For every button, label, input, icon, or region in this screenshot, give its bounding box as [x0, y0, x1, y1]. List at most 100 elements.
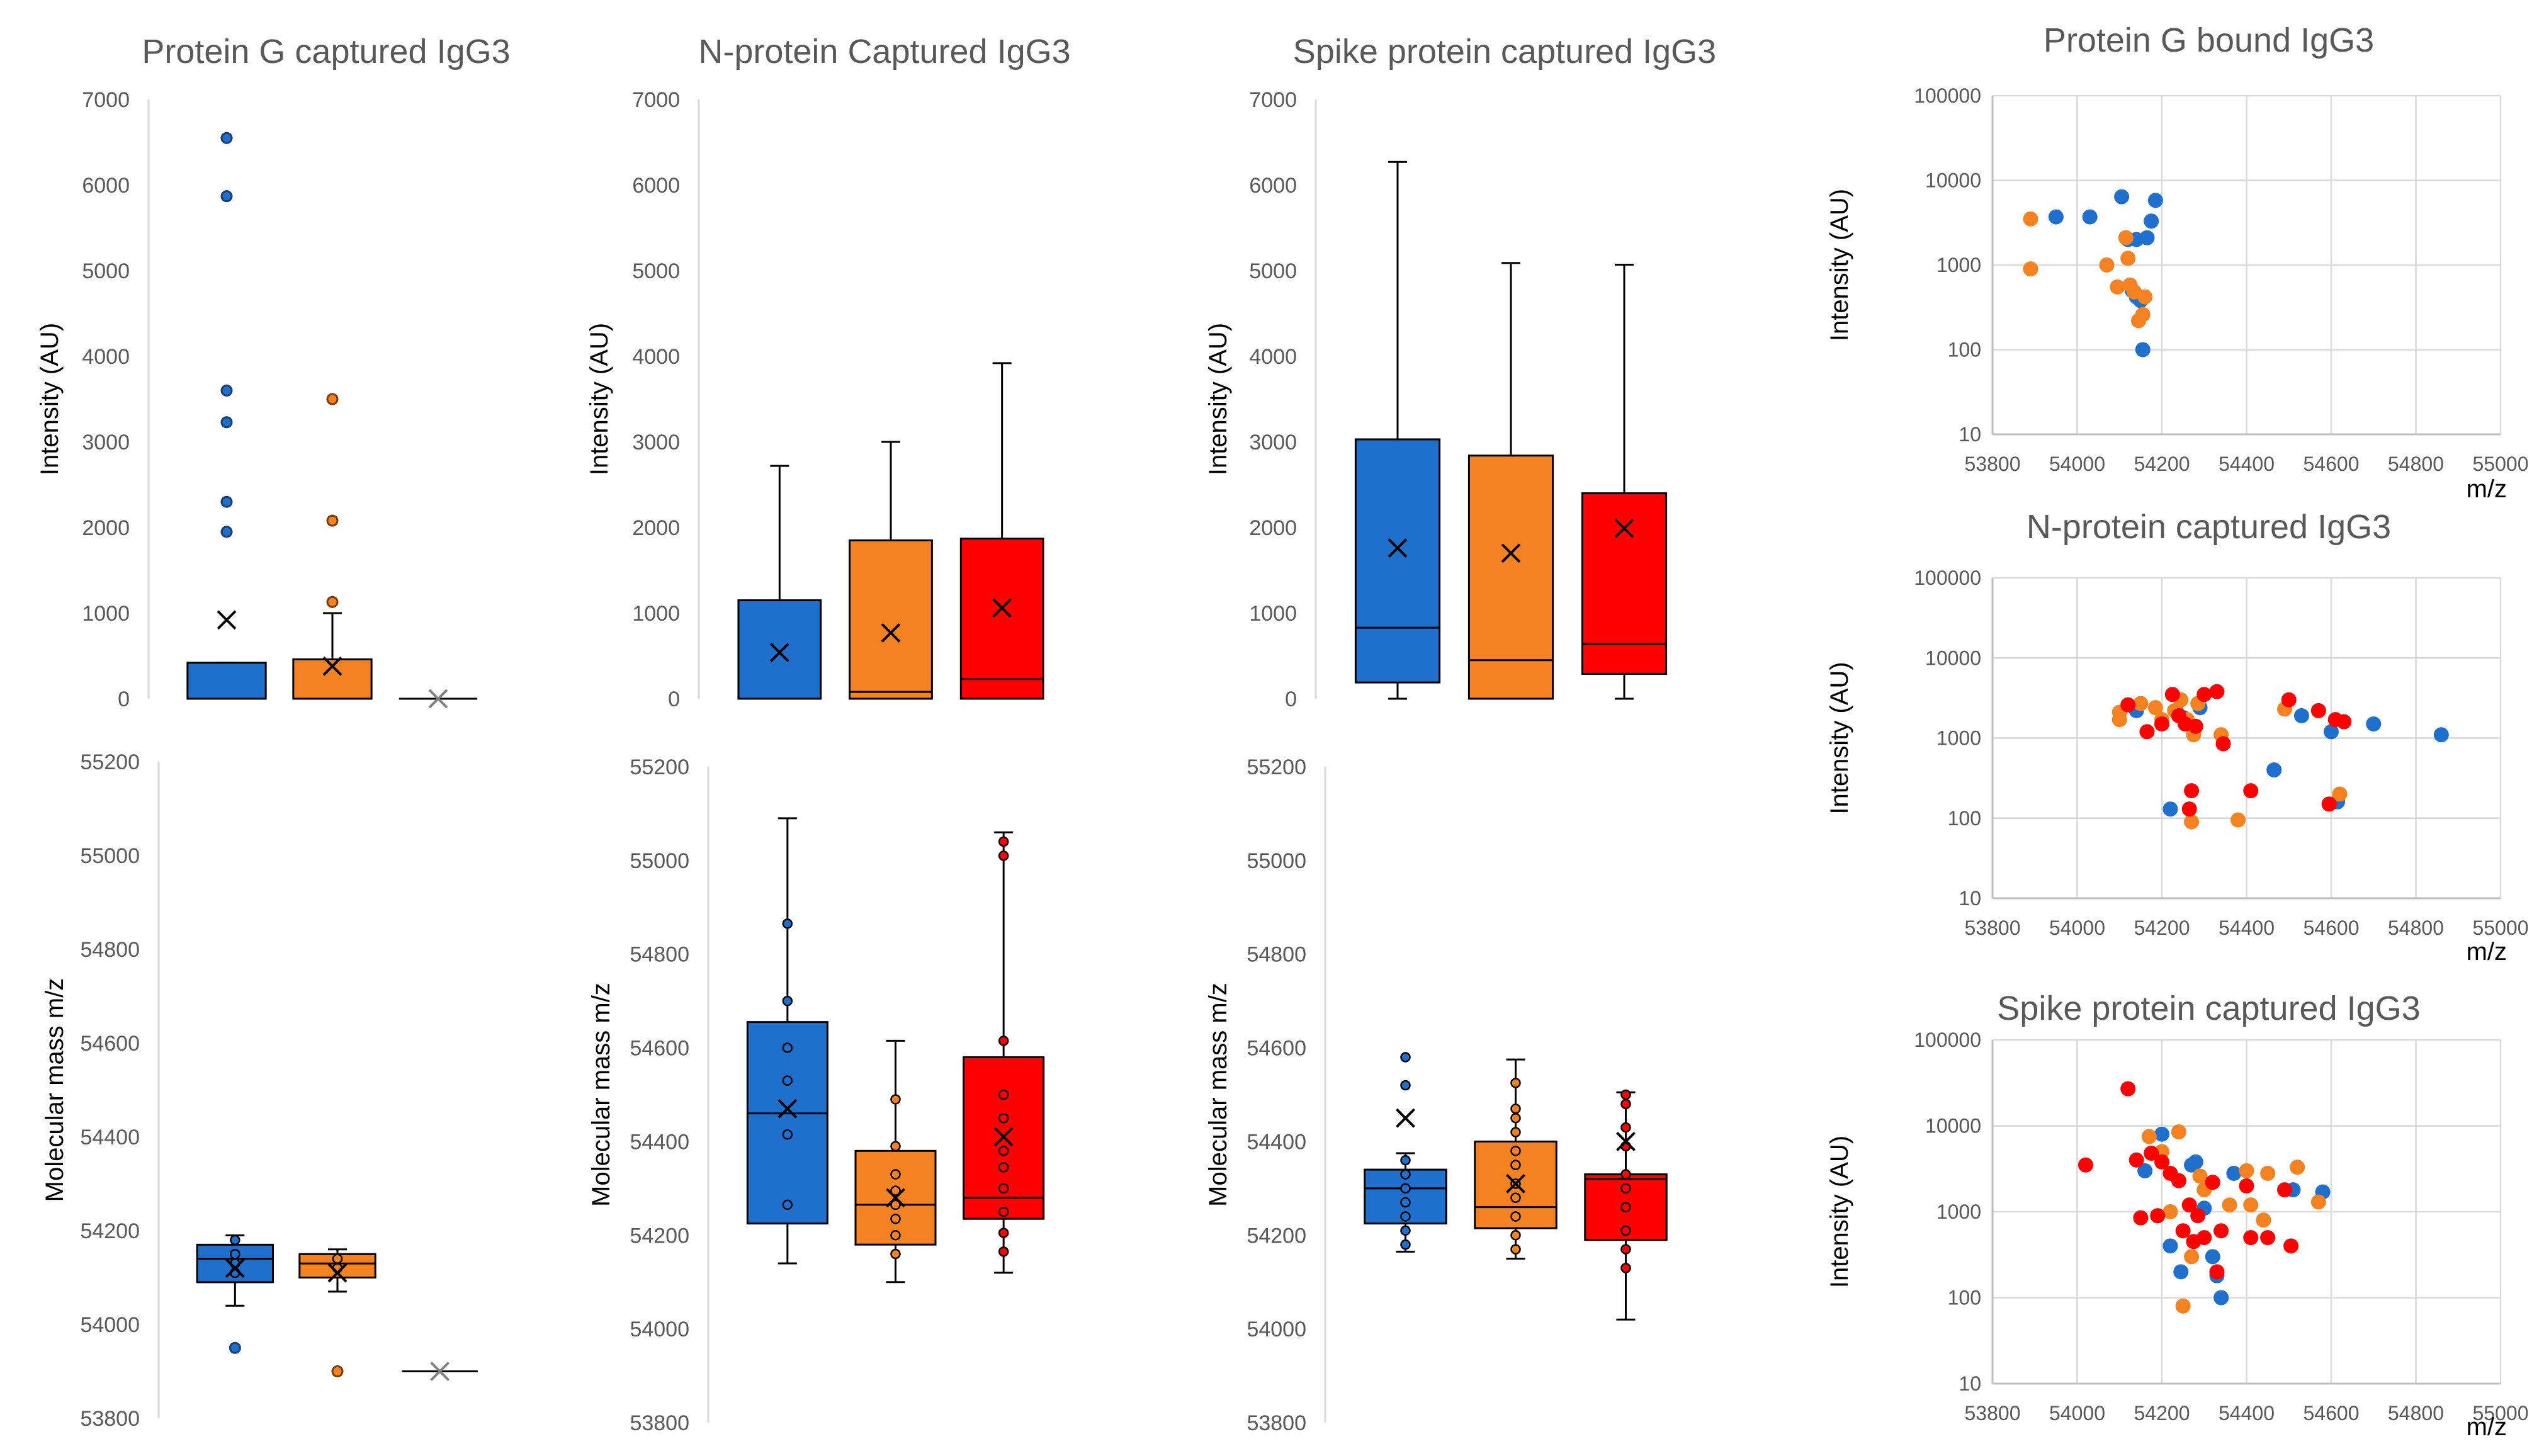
y-tick-label: 54800 — [1247, 943, 1306, 967]
box-blue — [186, 132, 267, 700]
outlier-point — [326, 514, 339, 527]
scatter-point — [2173, 1264, 2189, 1280]
data-point — [1510, 1244, 1521, 1255]
data-point — [782, 995, 793, 1007]
box_mass_nprotein-chart: Molecular mass m/z 53800 54000 54200 54400 54… — [587, 755, 1045, 1435]
scatter-point — [2260, 1230, 2276, 1246]
mean-marker — [1614, 518, 1634, 538]
scatter-point — [2154, 716, 2169, 732]
data-point — [890, 1169, 901, 1180]
x-tick-label: 54800 — [2388, 1402, 2444, 1425]
scatter-point — [2213, 1290, 2229, 1306]
data-point — [1400, 1052, 1411, 1063]
mean-marker — [886, 1188, 905, 1208]
data-point — [890, 1094, 901, 1105]
box-red — [1584, 1089, 1668, 1321]
mean-x-stroke — [428, 689, 448, 709]
scatter-point — [2162, 1204, 2178, 1219]
scatter-point — [2137, 1163, 2153, 1178]
y-tick-label: 100 — [1948, 1287, 1981, 1309]
y-axis-label: Intensity (AU) — [36, 323, 64, 475]
mean-x-stroke — [1388, 538, 1408, 558]
scatter-point — [2181, 801, 2197, 817]
box-orange — [298, 1248, 376, 1377]
scatter-point — [2433, 727, 2449, 743]
x-axis-label: m/z — [2467, 1413, 2507, 1441]
box-blue — [1364, 1052, 1447, 1253]
data-point — [890, 1213, 901, 1224]
box-body — [737, 599, 822, 700]
x-tick-label: 54200 — [2134, 453, 2190, 475]
y-tick-label: 6000 — [82, 174, 130, 198]
scatter-point — [2260, 1165, 2276, 1181]
box-orange — [1467, 262, 1554, 700]
scatter-point — [2110, 279, 2125, 295]
data-point — [1620, 1098, 1631, 1110]
x-tick-label: 54800 — [2388, 453, 2444, 475]
data-point — [782, 1129, 793, 1140]
y-tick-label: 100 — [1948, 807, 1981, 830]
data-point — [230, 1234, 240, 1246]
scatter-point — [2171, 1173, 2186, 1188]
y-tick-label: 1000 — [1249, 602, 1297, 626]
chart-title: Spike protein captured IgG3 — [1997, 990, 2420, 1027]
scatter-point — [2135, 307, 2151, 322]
outlier-point — [220, 495, 233, 508]
y-tick-label: 3000 — [1249, 431, 1297, 454]
y-axis-label: Molecular mass m/z — [1204, 983, 1232, 1207]
y-tick-label: 1000 — [1936, 1200, 1981, 1223]
scatter-point — [2139, 724, 2155, 740]
data-point — [1400, 1080, 1411, 1091]
mean-marker — [769, 643, 789, 662]
series-orange — [2141, 1124, 2326, 1314]
y-axis-label: Intensity (AU) — [1826, 662, 1853, 814]
scatter-point — [2205, 1175, 2220, 1190]
outlier-point — [326, 393, 339, 405]
scatter-point — [2239, 1178, 2254, 1194]
data-point — [332, 1253, 343, 1264]
scatter-point — [2120, 697, 2136, 713]
y-tick-label: 100000 — [1914, 567, 1981, 589]
x-tick-label: 54200 — [2134, 1402, 2190, 1425]
data-point — [1620, 1122, 1631, 1133]
scatter-point — [2226, 1165, 2242, 1181]
y-tick-label: 54800 — [80, 938, 140, 962]
scatter-point — [2099, 257, 2115, 273]
data-point — [1620, 1183, 1631, 1194]
scatter_nprotein-chart: N-protein captured IgG3 Intensity (AU) 538… — [1826, 508, 2528, 966]
y-tick-label: 7000 — [82, 88, 130, 112]
mean-x-stroke — [1616, 1132, 1636, 1151]
x-tick-label: 53800 — [1965, 453, 2021, 475]
y-tick-label: 54000 — [1247, 1318, 1306, 1341]
x-tick-label: 54400 — [2219, 1402, 2275, 1425]
x-tick-label: 55000 — [2473, 917, 2529, 939]
box-body — [1581, 492, 1668, 675]
mean-marker — [430, 1362, 450, 1381]
box-orange — [1474, 1058, 1557, 1260]
scatter-point — [2184, 814, 2200, 830]
data-point — [1620, 1263, 1631, 1273]
data-point — [998, 850, 1009, 861]
y-tick-label: 55000 — [80, 844, 140, 868]
scatter-point — [2184, 1249, 2200, 1265]
scatter-point — [2222, 1197, 2237, 1213]
scatter-point — [2243, 783, 2259, 799]
scatter-point — [2118, 230, 2134, 245]
scatter-point — [2181, 1197, 2197, 1213]
scatter_proteinG-chart: Protein G bound IgG3 Intensity (AU) 53800 5… — [1826, 21, 2528, 503]
x-tick-label: 54600 — [2304, 917, 2360, 939]
y-tick-label: 7000 — [1249, 88, 1297, 112]
y-tick-label: 53800 — [630, 1411, 689, 1435]
y-tick-label: 54600 — [630, 1037, 689, 1061]
y-tick-label: 100 — [1948, 339, 1981, 361]
y-tick-label: 10 — [1959, 1372, 1981, 1395]
y-tick-label: 4000 — [82, 345, 130, 369]
scatter-point — [2266, 762, 2282, 778]
y-tick-label: 0 — [118, 687, 130, 711]
data-point — [1510, 1103, 1521, 1114]
x-tick-label: 54000 — [2049, 1402, 2105, 1425]
y-tick-label: 1000 — [1936, 727, 1981, 750]
scatter-point — [2196, 1230, 2212, 1246]
y-tick-label: 10 — [1959, 423, 1981, 446]
data-point — [1400, 1169, 1411, 1180]
